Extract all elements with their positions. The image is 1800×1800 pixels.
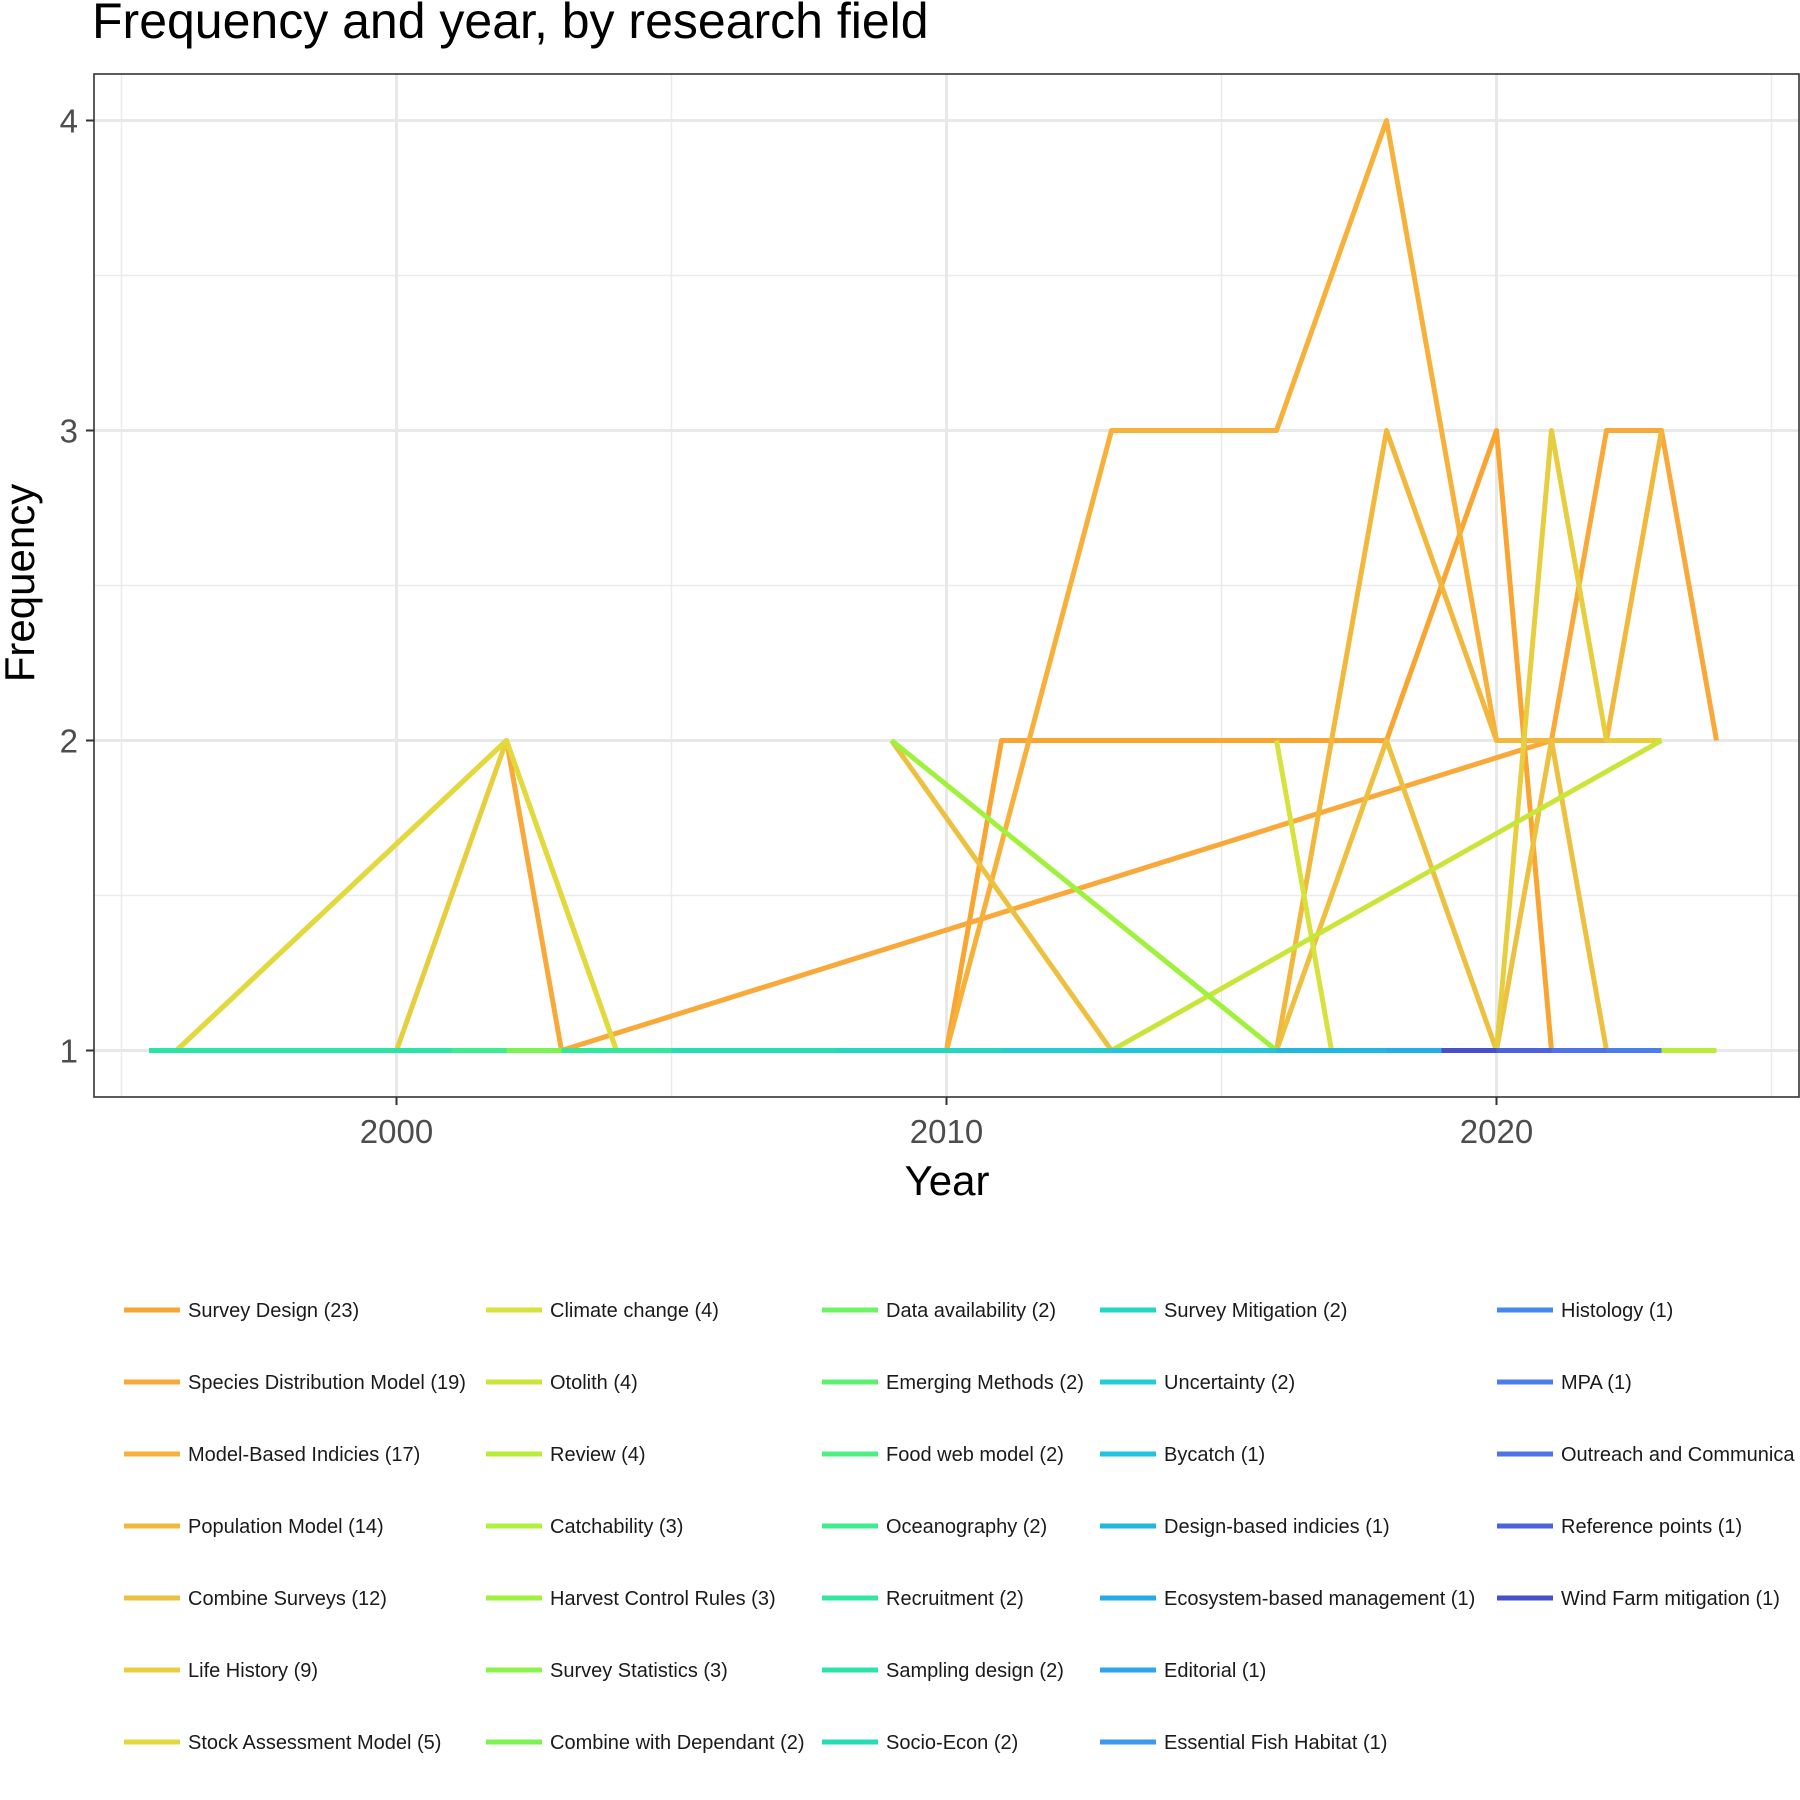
chart-title: Frequency and year, by research field — [92, 0, 929, 49]
legend-label: Ecosystem-based management (1) — [1164, 1588, 1475, 1610]
legend-label: Food web model (2) — [886, 1444, 1064, 1466]
legend-label: Otolith (4) — [550, 1372, 638, 1394]
legend-label: Data availability (2) — [886, 1300, 1056, 1322]
legend-label: Combine Surveys (12) — [188, 1588, 387, 1610]
legend-label: Oceanography (2) — [886, 1516, 1047, 1538]
legend-label: Recruitment (2) — [886, 1588, 1024, 1610]
x-axis-title: Year — [905, 1157, 990, 1204]
legend-label: Histology (1) — [1561, 1300, 1673, 1322]
legend-label: Survey Statistics (3) — [550, 1660, 728, 1682]
series-line — [174, 738, 619, 1053]
legend-label: Editorial (1) — [1164, 1660, 1266, 1682]
legend-label: Design-based indicies (1) — [1164, 1516, 1390, 1538]
legend-label: Socio-Econ (2) — [886, 1732, 1018, 1754]
y-axis-title: Frequency — [0, 484, 43, 682]
legend-label: Survey Mitigation (2) — [1164, 1300, 1347, 1322]
y-tick-label: 2 — [60, 723, 78, 760]
legend-label: Model-Based Indicies (17) — [188, 1444, 420, 1466]
legend-label: Emerging Methods (2) — [886, 1372, 1084, 1394]
series-line — [889, 738, 1279, 1053]
x-tick-label: 2020 — [1460, 1113, 1533, 1150]
legend: Survey Design (23) Species Distribution M… — [124, 1300, 1795, 1754]
legend-label: MPA (1) — [1561, 1372, 1632, 1394]
legend-label: Wind Farm mitigation (1) — [1561, 1588, 1780, 1610]
legend-label: Outreach and Communica — [1561, 1444, 1795, 1466]
legend-label: Life History (9) — [188, 1660, 318, 1682]
legend-label: Sampling design (2) — [886, 1660, 1064, 1682]
legend-label: Climate change (4) — [550, 1300, 719, 1322]
x-tick-label: 2000 — [360, 1113, 433, 1150]
y-tick-label: 3 — [60, 413, 78, 450]
legend-label: Review (4) — [550, 1444, 646, 1466]
legend-label: Combine with Dependant (2) — [550, 1732, 805, 1754]
legend-label: Essential Fish Habitat (1) — [1164, 1732, 1387, 1754]
y-tick-label: 1 — [60, 1033, 78, 1070]
series-line — [1110, 738, 1663, 1053]
plot-panel: 2000 2010 2020 1 2 3 4 — [60, 73, 1800, 1150]
legend-label: Species Distribution Model (19) — [188, 1372, 466, 1394]
legend-label: Harvest Control Rules (3) — [550, 1588, 776, 1610]
y-tick-label: 4 — [60, 103, 78, 140]
x-tick-label: 2010 — [910, 1113, 983, 1150]
legend-label: Bycatch (1) — [1164, 1444, 1265, 1466]
legend-label: Uncertainty (2) — [1164, 1372, 1295, 1394]
legend-label: Reference points (1) — [1561, 1516, 1742, 1538]
legend-label: Stock Assessment Model (5) — [188, 1732, 441, 1754]
legend-label: Catchability (3) — [550, 1516, 683, 1538]
legend-label: Survey Design (23) — [188, 1300, 359, 1322]
legend-label: Population Model (14) — [188, 1516, 384, 1538]
